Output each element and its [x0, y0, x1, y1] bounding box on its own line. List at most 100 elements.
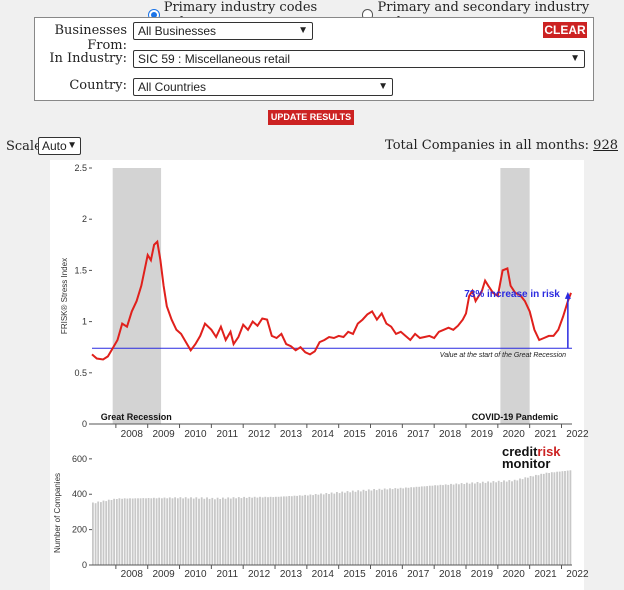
clear-button[interactable]: CLEAR	[543, 22, 587, 38]
company-count-bar	[474, 483, 476, 565]
company-count-bar	[439, 484, 442, 565]
company-count-bar	[561, 471, 564, 565]
company-count-bar	[229, 498, 232, 565]
company-count-bar	[492, 481, 495, 565]
company-count-bar	[460, 483, 463, 565]
stress-x-tick-label: 2009	[152, 429, 175, 440]
company-count-bar	[100, 502, 102, 565]
company-count-bar	[370, 490, 373, 565]
companies-x-tick-label: 2018	[439, 569, 462, 580]
company-count-bar	[296, 495, 298, 565]
stress-x-tick-label: 2013	[280, 429, 303, 440]
company-count-bar	[237, 497, 240, 565]
company-count-bar	[471, 482, 474, 565]
arrow-head-icon	[564, 291, 571, 299]
company-count-bar	[405, 487, 407, 565]
company-count-bar	[397, 488, 399, 565]
stress-x-tick-label: 2019	[471, 429, 494, 440]
company-count-bar	[163, 497, 166, 565]
company-count-bar	[171, 498, 174, 565]
company-count-bar	[137, 498, 139, 565]
company-count-bar	[147, 498, 150, 565]
chevron-down-icon: ▼	[378, 81, 388, 92]
company-count-bar	[359, 491, 362, 565]
shaded-region-0	[112, 168, 162, 424]
company-count-bar	[211, 497, 214, 565]
company-count-bar	[195, 497, 198, 565]
company-count-bar	[455, 483, 458, 565]
company-count-bar	[346, 491, 349, 565]
company-count-bar	[200, 497, 203, 565]
scale-select[interactable]: Auto ▼	[38, 137, 81, 155]
company-count-bar	[304, 494, 306, 565]
companies-x-tick-label: 2017	[407, 569, 430, 580]
total-companies: Total Companies in all months: 928	[385, 138, 618, 153]
country-label: Country:	[69, 78, 127, 93]
company-count-bar	[306, 495, 309, 565]
company-count-bar	[161, 498, 163, 565]
country-select[interactable]: All Countries ▼	[133, 78, 393, 96]
company-count-bar	[391, 489, 394, 565]
companies-x-tick-label: 2012	[248, 569, 271, 580]
stress-x-tick-label: 2016	[375, 429, 398, 440]
company-count-bar	[168, 497, 171, 565]
company-count-bar	[251, 497, 253, 565]
stress-index-line	[91, 239, 572, 361]
company-count-bar	[110, 500, 113, 565]
company-count-bar	[381, 489, 383, 565]
stress-x-tick-label: 2010	[184, 429, 207, 440]
in-industry-label: In Industry:	[49, 51, 127, 66]
company-count-bar	[367, 489, 370, 565]
company-count-bar	[450, 483, 452, 565]
companies-x-tick-label: 2019	[471, 569, 494, 580]
company-count-bar	[458, 484, 460, 565]
company-count-bar	[354, 491, 357, 565]
company-count-bar	[227, 497, 230, 565]
company-count-bar	[481, 481, 484, 565]
update-results-button[interactable]: UPDATE RESULTS	[268, 110, 354, 125]
company-count-bar	[264, 496, 267, 565]
company-count-bar	[203, 498, 206, 565]
industry-select[interactable]: SIC 59 : Miscellaneous retail ▼	[133, 50, 585, 68]
company-count-bar	[290, 496, 293, 565]
companies-x-tick-label: 2008	[121, 569, 144, 580]
company-count-bar	[558, 471, 561, 565]
company-count-bar	[145, 498, 147, 565]
filter-panel: Businesses From: All Businesses ▼ CLEAR …	[34, 17, 594, 101]
company-count-bar	[428, 485, 431, 565]
company-count-bar	[179, 497, 182, 565]
company-count-bar	[418, 486, 421, 565]
logo-monitor: monitor	[502, 456, 550, 471]
stress-x-tick-label: 2012	[248, 429, 271, 440]
company-count-bar	[444, 484, 447, 565]
company-count-bar	[158, 497, 161, 565]
company-count-bar	[373, 489, 375, 565]
company-count-bar	[131, 498, 134, 565]
company-count-bar	[277, 496, 280, 565]
companies-y-axis-title: Number of Companies	[53, 473, 62, 553]
company-count-bar	[452, 484, 455, 565]
stress-y-tick-label: 1.5	[74, 265, 87, 275]
company-count-bar	[121, 498, 123, 565]
company-count-bar	[166, 498, 169, 565]
total-companies-link[interactable]: 928	[593, 138, 618, 153]
company-count-bar	[153, 497, 155, 565]
company-count-bar	[206, 497, 208, 565]
company-count-bar	[126, 498, 129, 565]
company-count-bar	[105, 501, 108, 565]
company-count-bar	[410, 487, 413, 565]
company-count-bar	[174, 497, 176, 565]
company-count-bar	[322, 494, 325, 565]
company-count-bar	[378, 488, 381, 565]
company-count-bar	[521, 479, 524, 565]
company-count-bar	[317, 494, 320, 565]
company-count-bar	[431, 485, 434, 565]
company-count-bar	[280, 496, 283, 565]
businesses-from-select[interactable]: All Businesses ▼	[133, 22, 313, 40]
company-count-bar	[142, 498, 145, 565]
company-count-bar	[243, 496, 245, 565]
company-count-bar	[484, 482, 487, 565]
company-count-bar	[420, 486, 423, 565]
company-count-bar	[508, 480, 511, 565]
